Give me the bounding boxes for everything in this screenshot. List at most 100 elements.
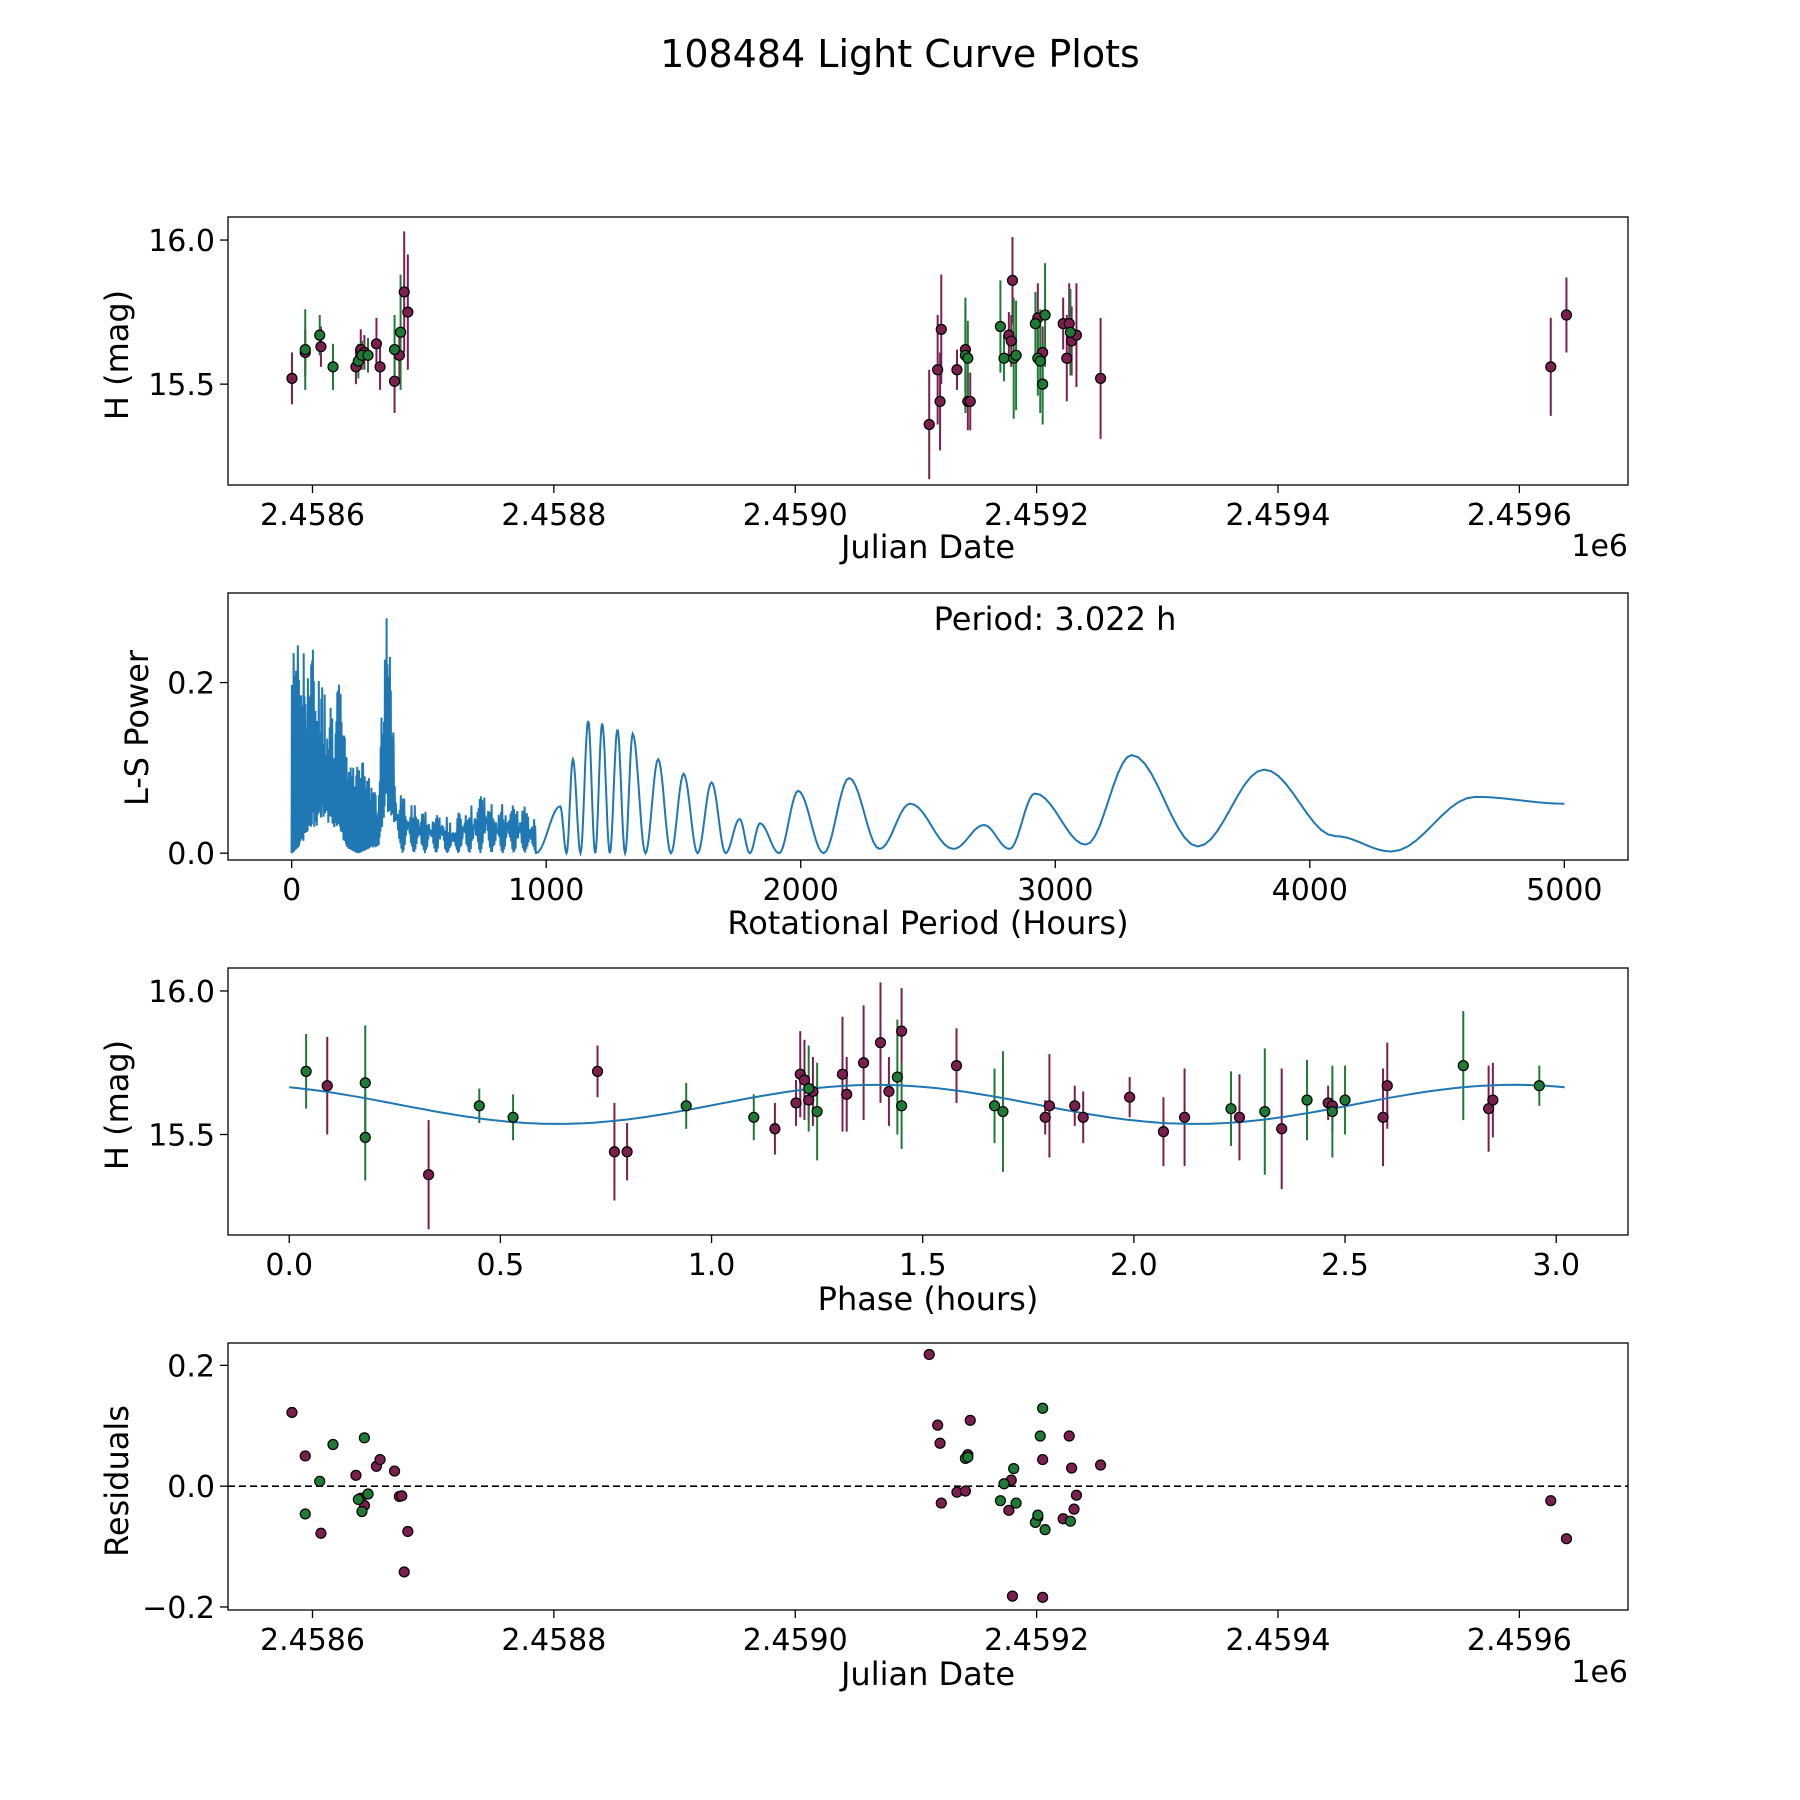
residuals-point-green (327, 1438, 339, 1451)
phase-folded-xtick-label: 0.5 (477, 1248, 525, 1283)
light-curve-point-green (962, 352, 974, 364)
phase-folded-point-green (1225, 1103, 1237, 1115)
residuals-xtick-label: 2.4588 (501, 1623, 606, 1658)
residuals-point-magenta (1066, 1462, 1078, 1474)
residuals-ytick-label: −0.2 (142, 1591, 215, 1626)
light-curve-point-green (327, 361, 339, 373)
phase-folded-point-magenta (790, 1097, 802, 1109)
residuals-xtick-label: 2.4590 (743, 1623, 848, 1658)
residuals-point-magenta (959, 1485, 972, 1497)
light-curve-point-magenta (1006, 274, 1019, 286)
light-curve-point-magenta (402, 306, 414, 318)
residuals-point-green (998, 1478, 1010, 1490)
residuals-point-green (1034, 1430, 1046, 1442)
residuals-point-green (1008, 1463, 1020, 1475)
light-curve-point-magenta (1545, 361, 1557, 373)
phase-folded-point-green (359, 1077, 371, 1089)
light-curve-point-magenta (1560, 309, 1573, 321)
light-curve-ytick-label: 15.5 (148, 368, 215, 403)
light-curve-point-magenta (951, 364, 963, 376)
phase-folded-xtick-label: 2.5 (1321, 1248, 1369, 1283)
phase-folded-point-magenta (1178, 1111, 1191, 1123)
residuals-point-green (299, 1508, 311, 1520)
residuals-point-magenta (1068, 1503, 1080, 1515)
residuals-xlabel: Julian Date (839, 1655, 1015, 1693)
light-curve-point-magenta (935, 323, 947, 335)
period-annotation: Period: 3.022 h (934, 600, 1177, 638)
periodogram-ytick-label: 0.2 (167, 667, 215, 702)
phase-folded-axes-frame (227, 967, 1629, 1236)
phase-ylabel: H (mag) (98, 1040, 136, 1170)
residuals-point-green (1032, 1509, 1044, 1521)
light-curve-xtick-label: 2.4596 (1467, 498, 1572, 533)
residuals-xtick-label: 2.4596 (1467, 1623, 1572, 1658)
residuals-point-green (1037, 1402, 1049, 1414)
phase-folded-point-magenta (883, 1085, 895, 1098)
phase-folded-point-green (680, 1100, 692, 1112)
phase-folded-point-magenta (1077, 1111, 1089, 1123)
residuals-point-magenta (1545, 1495, 1557, 1507)
residuals-point-magenta (1037, 1591, 1049, 1603)
phase-folded-point-magenta (1377, 1111, 1389, 1123)
periodogram-panel: Rotational Period (Hours) L-S Power Peri… (118, 592, 1629, 942)
phase-folded-point-magenta (1157, 1126, 1170, 1138)
phase-folded-xtick-label: 0.0 (265, 1248, 313, 1283)
phase-folded-point-green (473, 1100, 485, 1112)
phase-folded-point-magenta (836, 1068, 849, 1080)
residuals-ytick-label: 0.2 (167, 1349, 215, 1384)
phase-folded-point-magenta (423, 1169, 435, 1181)
light-curve-xtick-label: 2.4586 (260, 498, 365, 533)
residuals-offset-label: 1e6 (1571, 1655, 1628, 1690)
light-curve-xtick-label: 2.4594 (1226, 498, 1331, 533)
phase-folded-point-magenta (1124, 1091, 1136, 1103)
light-curve-point-magenta (388, 375, 401, 387)
residuals-point-green (1010, 1497, 1022, 1509)
phase-folded-point-magenta (769, 1123, 781, 1135)
residuals-point-green (356, 1505, 368, 1518)
light-curve-point-magenta (1005, 335, 1017, 347)
light-curve-ytick-label: 16.0 (148, 224, 215, 259)
phase-fit-line (289, 1083, 1565, 1125)
periodogram-ylabel: L-S Power (118, 649, 156, 806)
residuals-xtick-label: 2.4594 (1226, 1623, 1331, 1658)
residuals-point-magenta (935, 1497, 947, 1509)
light-curve-point-green (1029, 318, 1042, 330)
light-curve-xtick-label: 2.4588 (501, 498, 606, 533)
light-curve-point-green (299, 343, 311, 356)
light-curve-point-magenta (398, 286, 410, 298)
light-curve-point-green (1039, 309, 1051, 321)
light-curve-point-magenta (964, 395, 976, 408)
light-curve-panel: Julian Date H (mag) 1e6 2.4586 2.4588 2.45… (98, 216, 1629, 566)
residuals-point-magenta (299, 1450, 311, 1462)
periodogram-ytick-label: 0.0 (167, 837, 215, 872)
phase-folded-point-green (748, 1111, 760, 1123)
light-curve-point-magenta (923, 418, 935, 431)
residuals-point-green (994, 1495, 1007, 1507)
residuals-xtick-label: 2.4586 (260, 1623, 365, 1658)
residuals-axes-frame (227, 1342, 1629, 1611)
residuals-point-magenta (388, 1465, 401, 1477)
phase-folded-point-green (891, 1071, 903, 1083)
residuals-point-magenta (402, 1525, 414, 1538)
light-curve-axes-frame (227, 216, 1629, 486)
light-curve-point-green (994, 320, 1007, 333)
residuals-point-magenta (1560, 1533, 1573, 1545)
residuals-ytick-label: 0.0 (167, 1470, 215, 1505)
phase-folded-point-magenta (874, 1037, 887, 1049)
residuals-point-magenta (315, 1527, 327, 1539)
light-curve-point-green (388, 343, 401, 356)
periodogram-xtick-label: 1000 (508, 873, 584, 908)
phase-folded-point-magenta (591, 1065, 604, 1077)
light-curve-point-green (1037, 378, 1049, 390)
residuals-ylabel: Residuals (98, 1405, 136, 1557)
residuals-point-magenta (396, 1490, 408, 1502)
phase-folded-point-magenta (621, 1146, 633, 1158)
residuals-point-magenta (1070, 1489, 1083, 1501)
light-curve-xtick-label: 2.4592 (984, 498, 1089, 533)
periodogram-xtick-label: 3000 (1017, 873, 1093, 908)
phase-folded-point-green (300, 1065, 312, 1077)
phase-folded-point-green (1259, 1105, 1271, 1118)
phase-folded-point-magenta (1487, 1094, 1499, 1106)
phase-folded-point-magenta (950, 1060, 963, 1072)
figure-title: 108484 Light Curve Plots (660, 32, 1140, 76)
